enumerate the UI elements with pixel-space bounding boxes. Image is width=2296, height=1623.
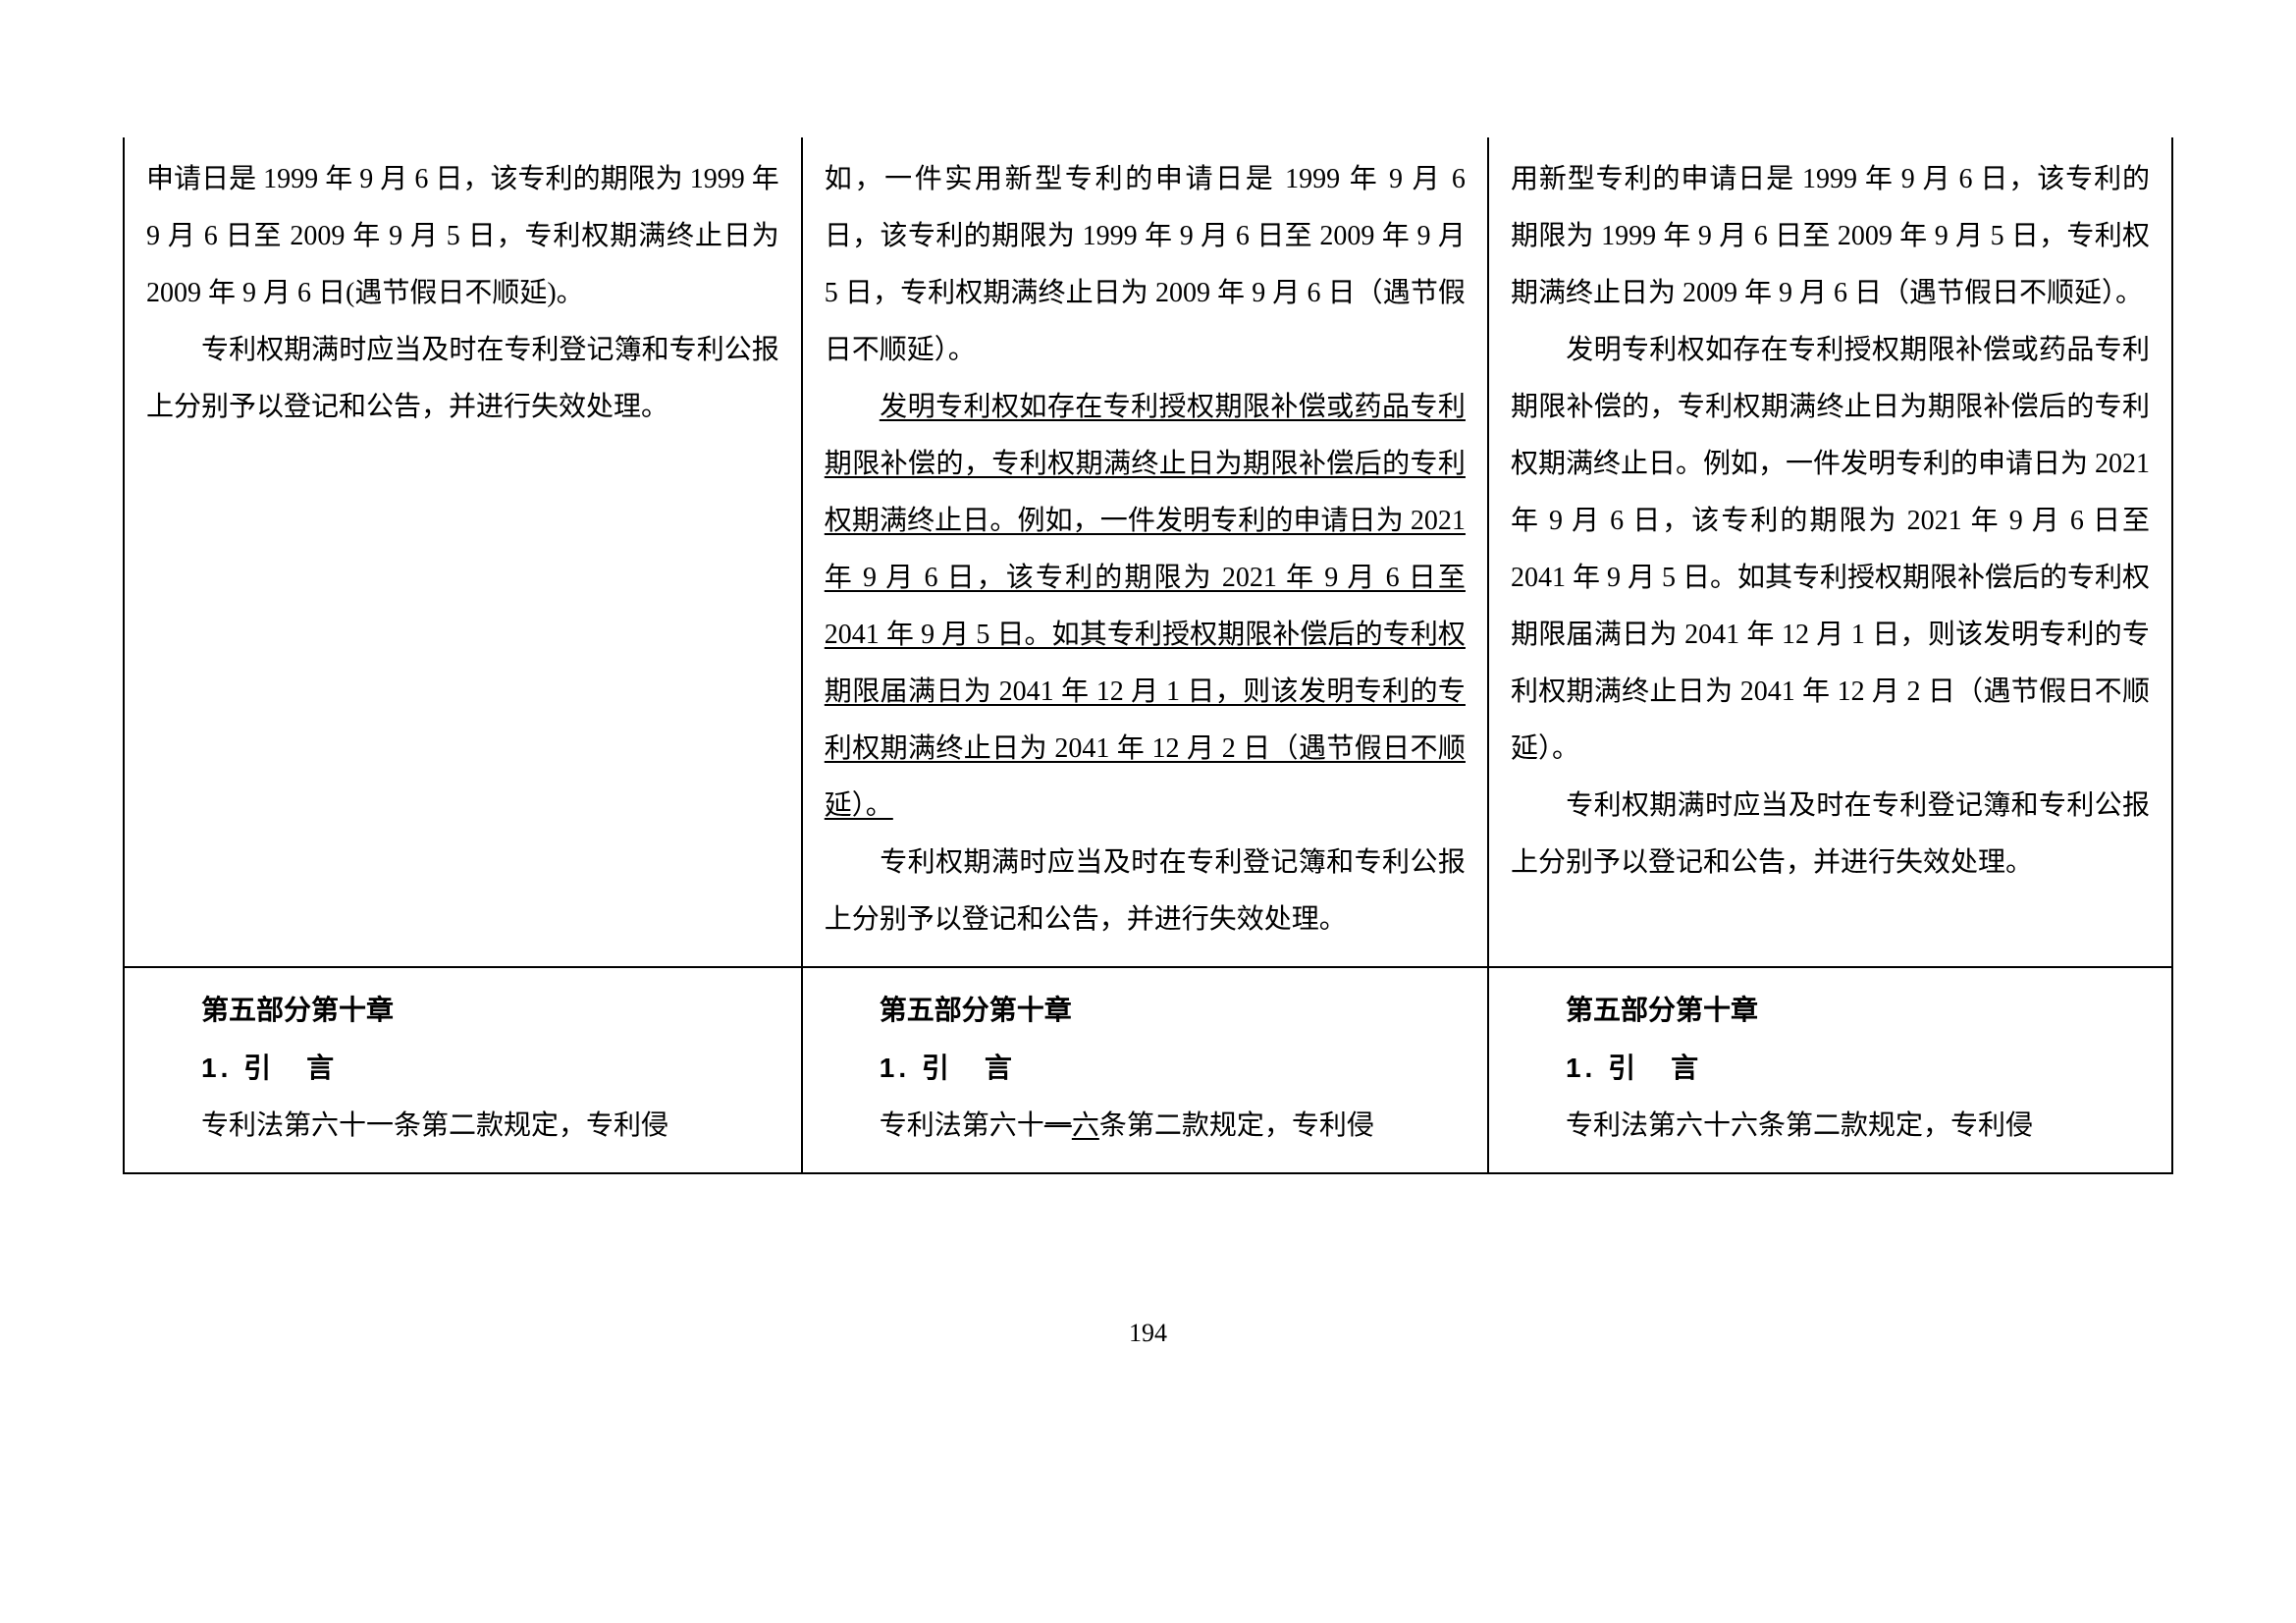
sub-heading: 1. 引 言 [1566, 1053, 1702, 1083]
page-number: 194 [0, 1319, 2296, 1348]
sub-heading: 1. 引 言 [201, 1053, 338, 1083]
section-heading: 第五部分第十章 [880, 995, 1072, 1025]
cell-col3-row1: 用新型专利的申请日是 1999 年 9 月 6 日，该专利的期限为 1999 年… [1488, 137, 2172, 967]
cell-col2-row1: 如，一件实用新型专利的申请日是 1999 年 9 月 6 日，该专利的期限为 1… [802, 137, 1488, 967]
paragraph-text: 发明专利权如存在专利授权期限补偿或药品专利期限补偿的，专利权期满终止日为期限补偿… [1511, 335, 2150, 764]
cell-col3-row2: 第五部分第十章 1. 引 言 专利法第六十六条第二款规定，专利侵 [1488, 967, 2172, 1173]
paragraph-text: 专利法第六十一条第二款规定，专利侵 [201, 1110, 668, 1141]
paragraph-text: 用新型专利的申请日是 1999 年 9 月 6 日，该专利的期限为 1999 年… [1511, 164, 2150, 308]
sub-heading: 1. 引 言 [880, 1053, 1016, 1083]
paragraph-text-underlined: 发明专利权如存在专利授权期限补偿或药品专利期限补偿的，专利权期满终止日为期限补偿… [825, 392, 1466, 821]
paragraph-text: 专利权期满时应当及时在专利登记簿和专利公报上分别予以登记和公告，并进行失效处理。 [1511, 790, 2150, 878]
paragraph-text: 条第二款规定，专利侵 [1099, 1110, 1374, 1141]
paragraph-text: 专利权期满时应当及时在专利登记簿和专利公报上分别予以登记和公告，并进行失效处理。 [825, 847, 1466, 935]
paragraph-text: 如，一件实用新型专利的申请日是 1999 年 9 月 6 日，该专利的期限为 1… [825, 164, 1466, 365]
paragraph-text: 专利法第六十 [880, 1110, 1044, 1141]
cell-col1-row2: 第五部分第十章 1. 引 言 专利法第六十一条第二款规定，专利侵 [124, 967, 802, 1173]
document-page: 申请日是 1999 年 9 月 6 日，该专利的期限为 1999 年 9 月 6… [0, 0, 2296, 1623]
section-heading: 第五部分第十章 [1566, 995, 1758, 1025]
paragraph-text: 专利法第六十六条第二款规定，专利侵 [1566, 1110, 2033, 1141]
paragraph-text: 申请日是 1999 年 9 月 6 日，该专利的期限为 1999 年 9 月 6… [146, 164, 779, 308]
paragraph-text: 专利权期满时应当及时在专利登记簿和专利公报上分别予以登记和公告，并进行失效处理。 [146, 335, 779, 422]
section-heading: 第五部分第十章 [201, 995, 394, 1025]
table-row: 第五部分第十章 1. 引 言 专利法第六十一条第二款规定，专利侵 第五部分第十章… [124, 967, 2172, 1173]
underlined-text: 六 [1072, 1110, 1099, 1141]
table-row: 申请日是 1999 年 9 月 6 日，该专利的期限为 1999 年 9 月 6… [124, 137, 2172, 967]
cell-col2-row2: 第五部分第十章 1. 引 言 专利法第六十一六条第二款规定，专利侵 [802, 967, 1488, 1173]
comparison-table: 申请日是 1999 年 9 月 6 日，该专利的期限为 1999 年 9 月 6… [123, 137, 2173, 1174]
cell-col1-row1: 申请日是 1999 年 9 月 6 日，该专利的期限为 1999 年 9 月 6… [124, 137, 802, 967]
strike-text: 一 [1044, 1110, 1072, 1141]
